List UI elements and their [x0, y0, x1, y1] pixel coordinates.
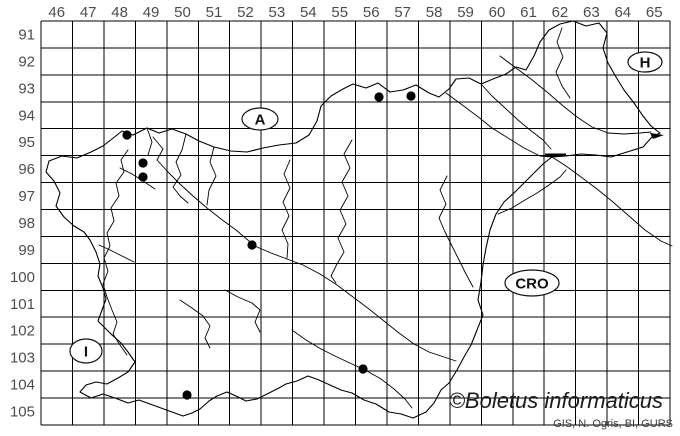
- column-label: 56: [363, 4, 380, 21]
- row-label: 102: [10, 323, 35, 340]
- column-label: 59: [457, 4, 474, 21]
- river-sava: [152, 136, 457, 362]
- column-label: 55: [331, 4, 348, 21]
- river-voglajna: [438, 175, 474, 288]
- row-label: 97: [18, 188, 35, 205]
- occurrence-dot-49-96: [138, 172, 148, 182]
- column-label: 46: [48, 4, 65, 21]
- croatia-label: CRO: [515, 276, 549, 293]
- occurrence-dot-56-93: [374, 92, 384, 102]
- row-label: 91: [18, 26, 35, 43]
- river-krka: [291, 329, 413, 409]
- austria-label: A: [255, 112, 266, 129]
- column-label: 54: [300, 4, 317, 21]
- hungary-label: H: [640, 55, 651, 72]
- occurrence-dot-50-104: [182, 390, 192, 400]
- watermark-text: ©Boletus informaticus: [449, 388, 663, 413]
- column-label: 64: [614, 4, 631, 21]
- row-label: 103: [10, 350, 35, 367]
- column-label: 57: [394, 4, 411, 21]
- river-notranjska: [179, 299, 211, 349]
- grid-labels: 46 47 48 49 50 51 52 53 54 55 56 57 58 59 60 61 62 63 64 65…: [10, 4, 663, 420]
- column-label: 61: [520, 4, 537, 21]
- row-label: 100: [10, 269, 35, 286]
- river-kamniska: [281, 159, 291, 259]
- column-label: 60: [489, 4, 506, 21]
- column-label: 53: [269, 4, 286, 21]
- neighbor-country-labels: A H CRO I: [69, 51, 663, 364]
- river-savinja: [330, 139, 353, 284]
- river-sora: [172, 133, 189, 204]
- row-label: 92: [18, 53, 35, 70]
- row-label: 104: [10, 377, 35, 394]
- occurrence-dot-48-95: [122, 130, 132, 140]
- river-trziska: [146, 127, 153, 156]
- occurrence-dot-49-96: [138, 158, 148, 168]
- column-label: 47: [80, 4, 97, 21]
- row-label: 95: [18, 134, 35, 151]
- column-label: 63: [583, 4, 600, 21]
- river-drava: [445, 92, 673, 247]
- map-outline: [45, 20, 673, 419]
- river-pesnica: [480, 83, 552, 150]
- column-label: 65: [646, 4, 663, 21]
- occurrence-dot-52-99: [247, 240, 257, 250]
- column-label: 49: [143, 4, 160, 21]
- occurrence-dot-56-103: [358, 364, 368, 374]
- row-label: 101: [10, 296, 35, 313]
- column-label: 51: [206, 4, 223, 21]
- credit-text: GIS, N. Ogris, BI, GURS: [553, 418, 673, 430]
- river-mura: [499, 55, 652, 135]
- hungary-ellipse: [627, 51, 663, 73]
- row-label: 99: [18, 242, 35, 259]
- row-label: 93: [18, 80, 35, 97]
- row-label: 105: [10, 403, 35, 420]
- occurrence-dot-57-93: [406, 91, 416, 101]
- river-vipava: [98, 244, 135, 263]
- grid: [40, 20, 671, 426]
- river-ljubljanica: [224, 289, 261, 333]
- river-kokra: [206, 146, 217, 206]
- italy-ellipse: [69, 338, 103, 364]
- column-label: 58: [426, 4, 443, 21]
- italy-label: I: [84, 344, 88, 361]
- river-soca: [102, 149, 129, 356]
- occurrence-dots: [122, 91, 416, 400]
- column-label: 52: [237, 4, 254, 21]
- river-ledava: [555, 27, 571, 99]
- column-label: 48: [111, 4, 128, 21]
- river-idrijca: [119, 167, 156, 190]
- row-label: 94: [18, 107, 35, 124]
- column-label: 50: [174, 4, 191, 21]
- column-label: 62: [552, 4, 569, 21]
- row-label: 98: [18, 215, 35, 232]
- croatia-ellipse: [504, 269, 560, 297]
- row-label: 96: [18, 161, 35, 178]
- river-dravinja: [497, 169, 567, 215]
- austria-ellipse: [241, 107, 279, 131]
- border-tip-mark: [650, 133, 664, 139]
- slovenia-border-path: [45, 20, 661, 419]
